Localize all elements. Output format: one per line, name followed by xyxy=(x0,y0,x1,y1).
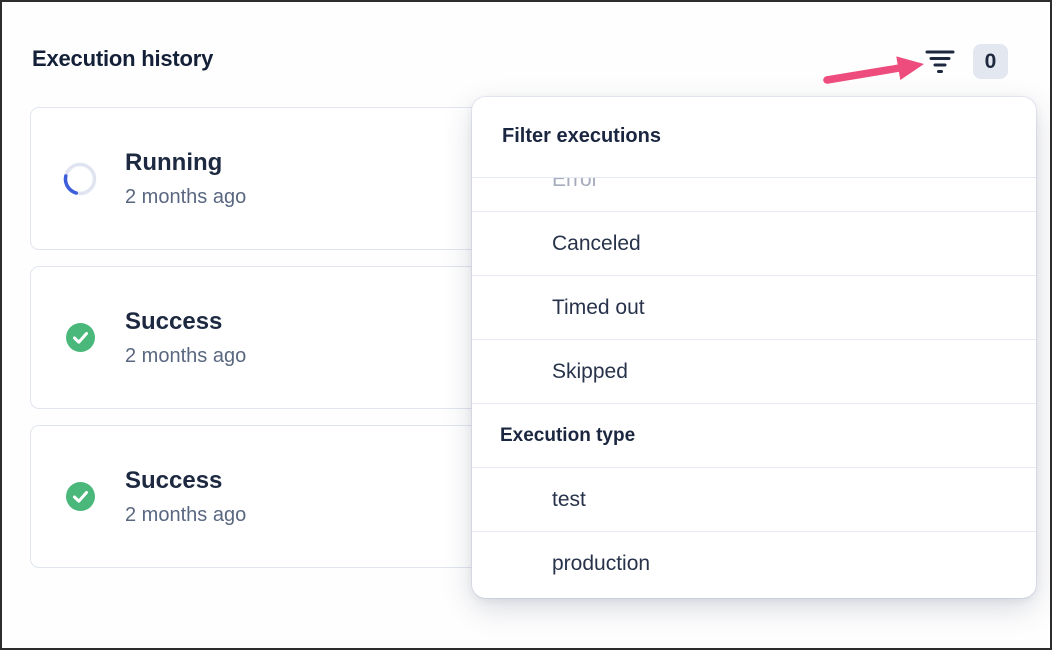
filter-count-badge: 0 xyxy=(973,44,1008,79)
spinner-icon xyxy=(63,162,97,196)
filter-funnel-icon xyxy=(924,48,956,77)
success-check-icon xyxy=(63,321,97,355)
execution-status: Success xyxy=(125,466,223,494)
execution-time: 2 months ago xyxy=(125,503,247,526)
filter-option-test[interactable]: test xyxy=(472,468,1036,532)
execution-time: 2 months ago xyxy=(125,185,247,208)
execution-status: Running xyxy=(125,148,223,176)
filter-executions-popover: Filter executions Error Canceled Timed o… xyxy=(472,97,1036,598)
filter-option-production[interactable]: production xyxy=(472,532,1036,596)
filter-option-skipped[interactable]: Skipped xyxy=(472,340,1036,404)
execution-time: 2 months ago xyxy=(125,344,247,367)
filter-executions-button[interactable] xyxy=(919,44,961,80)
filter-options-scroll[interactable]: Error Canceled Timed out Skipped Executi… xyxy=(472,178,1036,598)
page-title: Execution history xyxy=(32,46,214,71)
filter-option-error[interactable]: Error xyxy=(472,178,1036,212)
filter-popover-title: Filter executions xyxy=(472,97,1036,178)
success-check-icon xyxy=(63,480,97,514)
execution-type-section-label: Execution type xyxy=(472,404,1036,468)
filter-option-canceled[interactable]: Canceled xyxy=(472,212,1036,276)
execution-status: Success xyxy=(125,307,223,335)
filter-option-timed-out[interactable]: Timed out xyxy=(472,276,1036,340)
